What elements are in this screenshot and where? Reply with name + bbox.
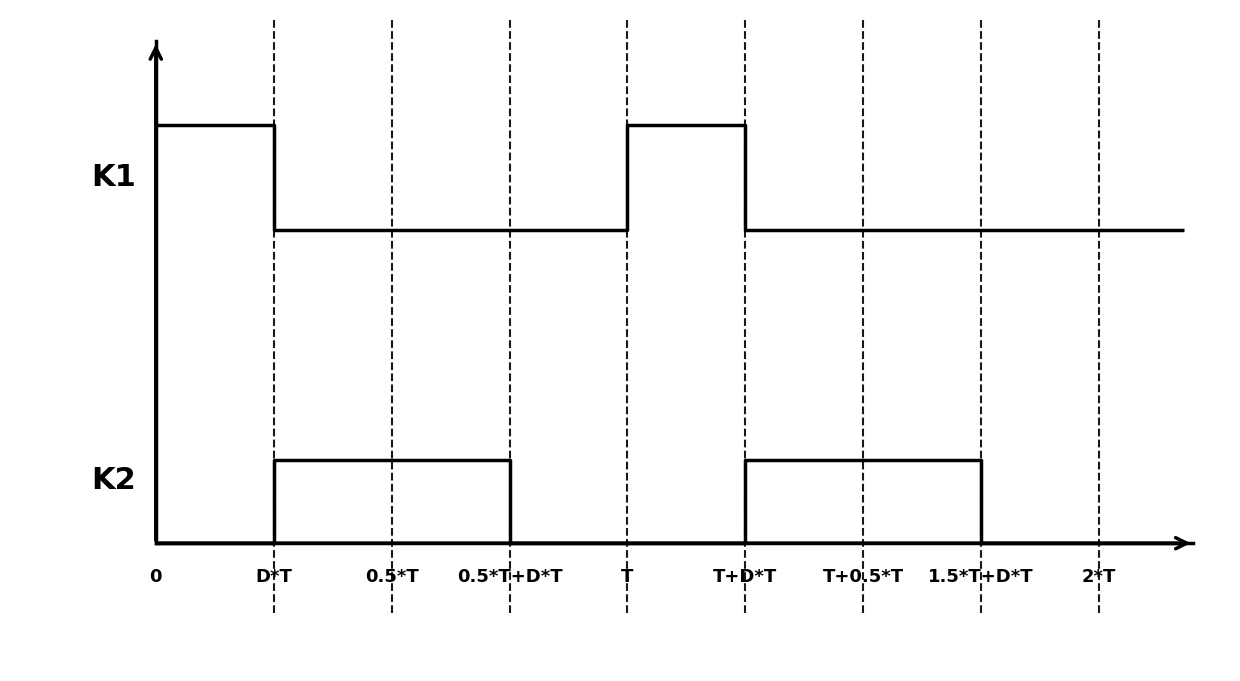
Text: T+0.5*T: T+0.5*T — [822, 567, 904, 586]
Text: T+D*T: T+D*T — [713, 567, 777, 586]
Text: 1.5*T+D*T: 1.5*T+D*T — [929, 567, 1034, 586]
Text: 0: 0 — [150, 567, 162, 586]
Text: T: T — [621, 567, 634, 586]
Text: K2: K2 — [91, 466, 135, 495]
Text: 0.5*T+D*T: 0.5*T+D*T — [456, 567, 562, 586]
Text: K1: K1 — [91, 163, 136, 192]
Text: D*T: D*T — [255, 567, 293, 586]
Text: 2*T: 2*T — [1081, 567, 1116, 586]
Text: 0.5*T: 0.5*T — [365, 567, 418, 586]
